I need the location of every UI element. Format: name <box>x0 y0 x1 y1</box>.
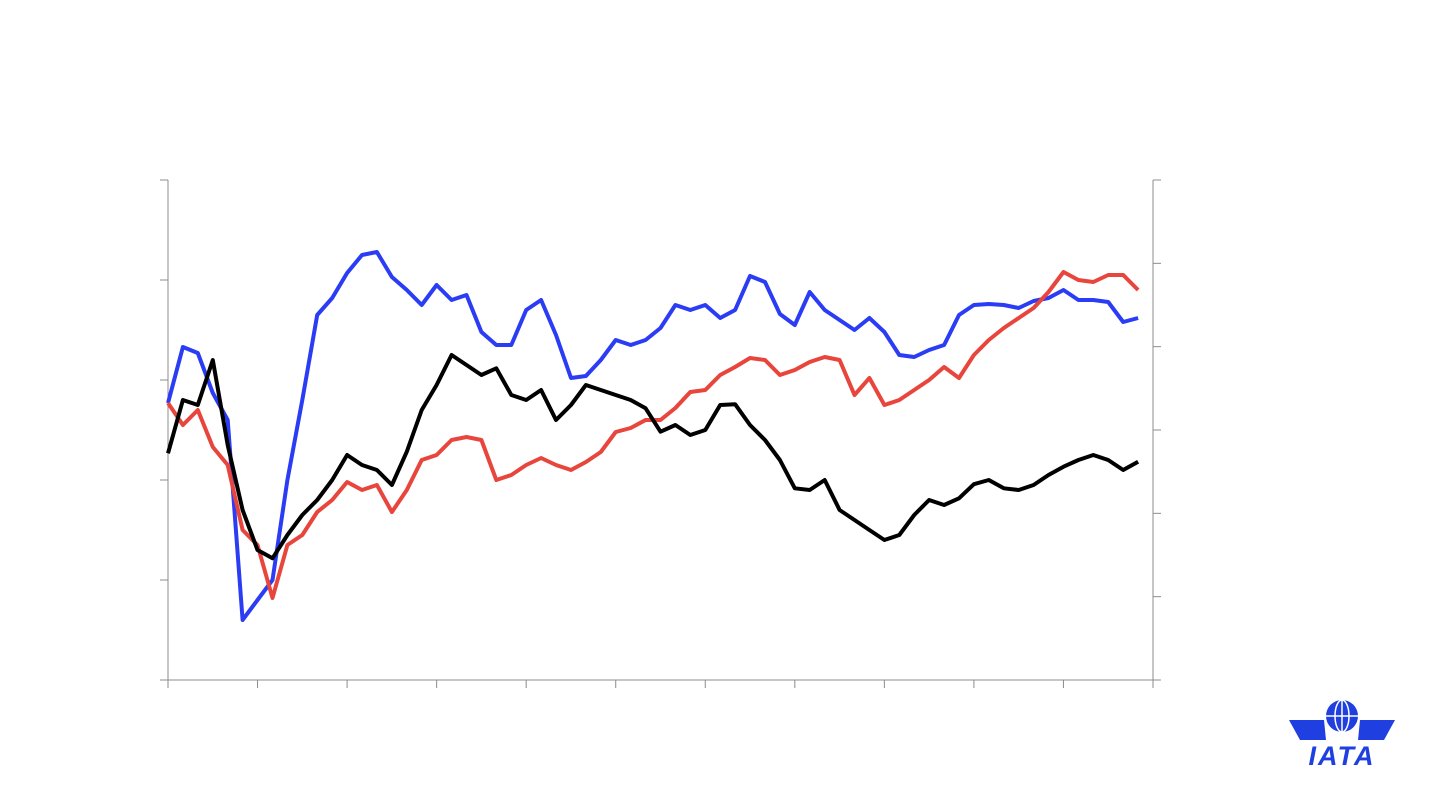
logo: IATA <box>1289 699 1395 771</box>
series-line <box>166 250 1139 622</box>
series-line <box>166 270 1140 600</box>
logo-right-wing <box>1358 720 1395 740</box>
series-line <box>166 353 1140 561</box>
logo-left-wing <box>1289 720 1326 740</box>
logo-text: IATA <box>1309 741 1376 771</box>
